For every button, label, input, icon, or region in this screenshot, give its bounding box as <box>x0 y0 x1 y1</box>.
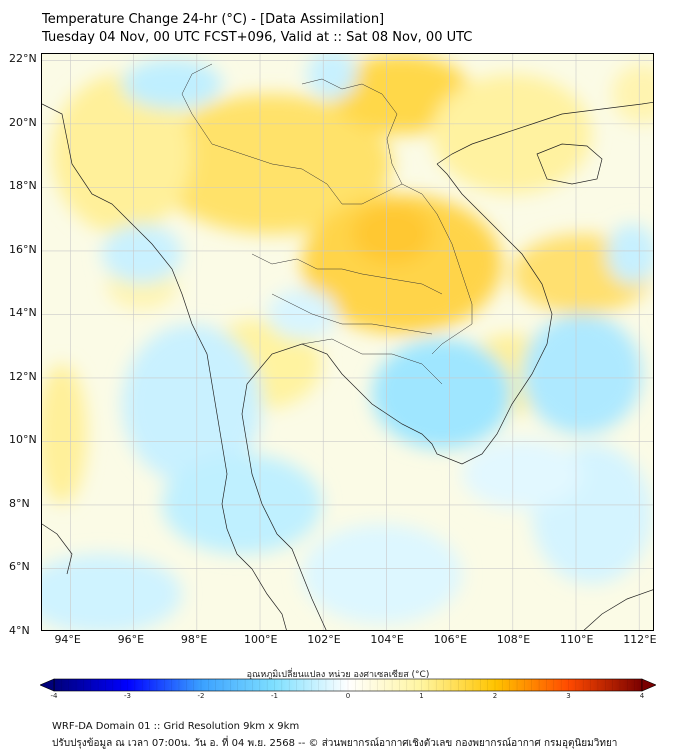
map-subtitle: Tuesday 04 Nov, 00 UTC FCST+096, Valid a… <box>42 30 473 45</box>
colorbar-tick-label: -4 <box>50 692 58 700</box>
colorbar-tick-label: 2 <box>492 692 498 700</box>
lon-label: 112°E <box>623 633 657 646</box>
temperature-change-map[interactable] <box>41 53 654 631</box>
colorbar-tick-label: 4 <box>639 692 645 700</box>
colorbar-min-extend <box>40 678 55 692</box>
colorbar-label: อุณหภูมิเปลี่ยนแปลง หน่วย องศาเซลเซียส (… <box>246 670 430 680</box>
lon-label: 98°E <box>180 633 208 646</box>
lat-label: 14°N <box>9 306 37 320</box>
colorbar-tick-label: 3 <box>566 692 571 700</box>
colorbar-tick-label: -2 <box>197 692 205 700</box>
lon-label: 102°E <box>307 633 341 646</box>
lon-label: 110°E <box>560 633 594 646</box>
coastlines <box>42 101 653 630</box>
colorbar-tick-label: -3 <box>124 692 131 700</box>
gridlines <box>42 54 653 630</box>
lon-label: 96°E <box>117 633 145 646</box>
colorbar-tick-label: 0 <box>345 692 351 700</box>
lat-label: 8°N <box>9 496 30 510</box>
lat-label: 4°N <box>9 624 30 637</box>
lat-label: 12°N <box>9 369 37 383</box>
colorbar-tick-label: 1 <box>419 692 424 700</box>
lat-label: 20°N <box>9 115 37 129</box>
lon-label: 106°E <box>433 633 468 646</box>
footer-credit: ปรับปรุงข้อมูล ณ เวลา 07:00น. วัน อ. ที่… <box>52 738 618 749</box>
lat-label: 10°N <box>9 433 37 447</box>
lat-label: 16°N <box>9 242 37 256</box>
lat-label: 6°N <box>9 560 30 574</box>
temperature-field <box>42 54 653 630</box>
lon-label: 104°E <box>370 633 404 646</box>
map-canvas <box>42 54 653 630</box>
lon-label: 100°E <box>244 633 278 646</box>
lon-label: 108°E <box>496 633 531 646</box>
lat-label: 18°N <box>9 179 37 193</box>
lon-label: 94°E <box>54 633 81 646</box>
country-borders <box>181 63 473 385</box>
colorbar-max-extend <box>641 678 656 692</box>
colorbar <box>40 678 656 692</box>
footer-model-info: WRF-DA Domain 01 :: Grid Resolution 9km … <box>52 721 300 732</box>
map-title: Temperature Change 24-hr (°C) - [Data As… <box>42 12 385 27</box>
lat-label: 22°N <box>9 52 37 66</box>
colorbar-tick-label: -1 <box>271 692 278 700</box>
